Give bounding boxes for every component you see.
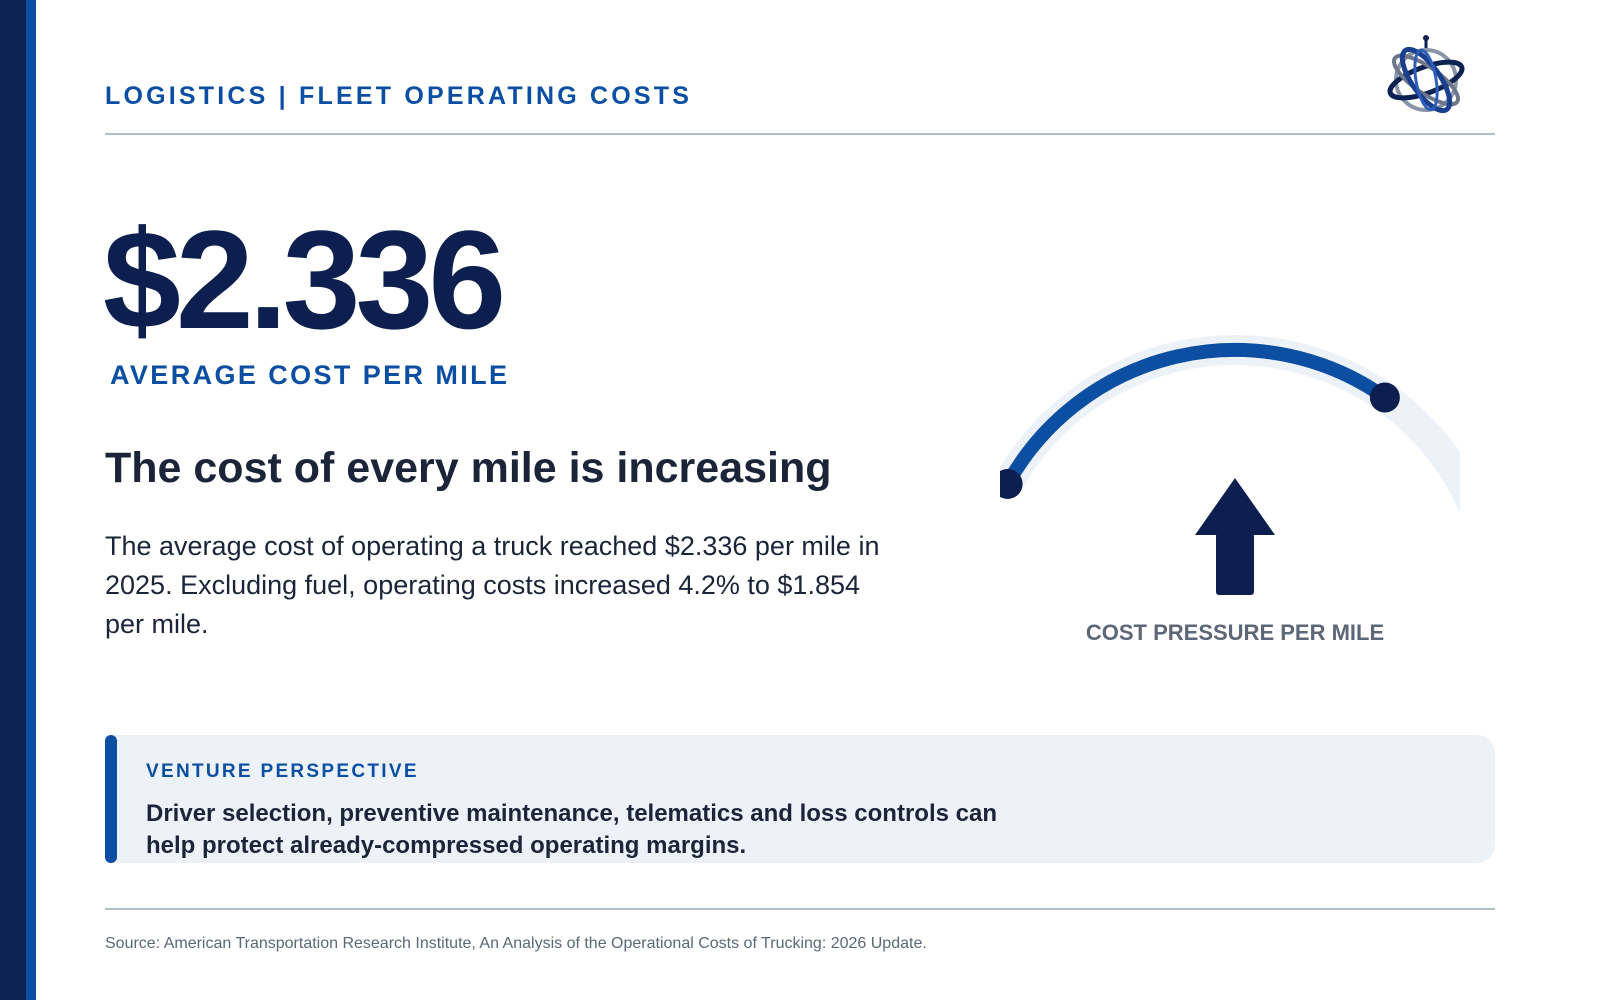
cost-pressure-gauge — [1000, 335, 1460, 595]
gauge-start-dot — [1000, 468, 1023, 499]
hero-label: AVERAGE COST PER MILE — [110, 360, 510, 390]
footer-divider — [105, 908, 1495, 910]
source-note: Source: American Transportation Research… — [105, 935, 927, 952]
perspective-accent-bar — [105, 735, 117, 863]
perspective-text: Driver selection, preventive maintenance… — [146, 800, 997, 859]
side-accent-bar-blue — [26, 0, 36, 1000]
headline: The cost of every mile is increasing — [105, 444, 832, 492]
arrow-up-icon — [1195, 478, 1275, 595]
body-text: The average cost of operating a truck re… — [105, 531, 880, 639]
hero-value: $2.336 — [103, 201, 506, 358]
gauge-fill — [1000, 342, 1392, 491]
header-divider — [105, 133, 1495, 135]
side-accent-bar-dark — [0, 0, 26, 1000]
gauge-end-dot — [1369, 382, 1400, 413]
gauge-label: COST PRESSURE PER MILE — [1085, 620, 1385, 645]
globe-orbit-icon — [1387, 35, 1465, 114]
perspective-panel — [105, 735, 1495, 863]
perspective-label: VENTURE PERSPECTIVE — [146, 761, 419, 782]
header-title: LOGISTICS | FLEET OPERATING COSTS — [105, 82, 693, 110]
